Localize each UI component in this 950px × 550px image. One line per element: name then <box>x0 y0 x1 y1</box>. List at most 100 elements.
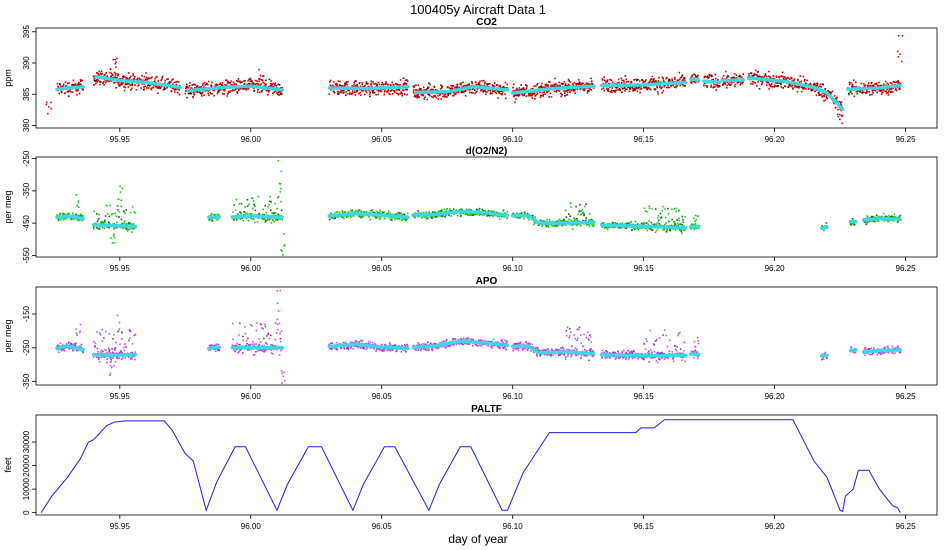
data-point <box>339 90 342 92</box>
data-point <box>850 82 852 84</box>
data-point <box>256 91 259 93</box>
data-point <box>263 218 265 220</box>
data-point <box>452 208 455 210</box>
data-point <box>262 75 264 78</box>
data-point <box>853 79 855 81</box>
data-point <box>472 92 474 94</box>
data-point <box>652 80 655 83</box>
data-point <box>115 352 118 355</box>
data-point <box>603 76 605 79</box>
data-point <box>718 85 721 87</box>
data-point <box>362 85 364 88</box>
smoothed-line <box>327 211 410 220</box>
data-point <box>561 83 564 85</box>
data-point <box>211 220 214 222</box>
data-point <box>682 221 684 223</box>
data-point <box>638 86 640 89</box>
data-point <box>638 80 641 82</box>
data-point <box>558 81 560 84</box>
data-point <box>344 342 347 344</box>
data-point <box>62 213 64 216</box>
data-point <box>489 93 492 95</box>
data-point <box>81 219 84 222</box>
data-point <box>277 328 279 331</box>
data-point <box>572 228 574 230</box>
data-point <box>542 93 545 96</box>
data-point <box>493 210 495 213</box>
data-point <box>866 215 868 217</box>
data-point <box>471 80 473 83</box>
data-point <box>837 115 840 118</box>
data-point <box>625 78 628 81</box>
data-point <box>150 77 152 80</box>
data-point <box>328 347 331 350</box>
x-tick-label: 96.05 <box>372 264 393 273</box>
data-point <box>671 208 673 210</box>
data-point <box>684 84 687 87</box>
data-point <box>822 83 824 86</box>
data-point <box>146 79 149 81</box>
data-point <box>584 88 586 90</box>
y-tick-label: -550 <box>22 247 31 264</box>
data-point <box>58 213 61 216</box>
data-point <box>225 84 228 86</box>
data-point <box>267 333 270 335</box>
data-point <box>801 90 803 93</box>
data-point <box>328 343 331 346</box>
data-point <box>451 85 454 87</box>
data-point <box>377 81 380 84</box>
data-point <box>395 213 397 216</box>
data-point <box>588 83 591 86</box>
data-point <box>568 88 571 91</box>
data-point <box>878 215 880 218</box>
data-point <box>68 82 70 84</box>
data-point <box>166 86 168 89</box>
data-point <box>711 75 713 78</box>
data-point <box>460 91 463 94</box>
data-point <box>682 79 684 81</box>
data-point <box>48 106 50 108</box>
y-tick-label: -450 <box>22 215 31 232</box>
data-point <box>266 89 269 92</box>
data-point <box>466 85 468 87</box>
data-point <box>871 90 874 92</box>
data-point <box>794 86 796 88</box>
data-point <box>281 218 283 221</box>
data-point <box>257 350 259 352</box>
data-point <box>79 346 82 348</box>
data-point <box>272 92 274 94</box>
data-point <box>585 217 588 219</box>
data-point <box>57 219 60 222</box>
data-point <box>149 84 152 86</box>
data-point <box>421 94 423 96</box>
data-point <box>578 81 581 83</box>
data-point <box>445 95 447 98</box>
data-point <box>801 86 804 89</box>
data-point <box>866 221 869 224</box>
data-point <box>115 87 117 89</box>
data-point <box>579 224 582 227</box>
data-point <box>522 94 524 97</box>
data-point <box>568 219 571 221</box>
data-point <box>401 89 404 91</box>
data-point <box>603 89 606 92</box>
data-point <box>113 233 115 235</box>
data-point <box>439 210 442 212</box>
data-point <box>401 92 403 95</box>
smoothed-line <box>91 222 138 229</box>
data-point <box>336 348 338 351</box>
data-point <box>727 83 730 85</box>
data-point <box>223 89 226 92</box>
data-point <box>694 222 697 225</box>
data-point <box>132 73 134 75</box>
data-point <box>622 87 624 90</box>
data-point <box>279 191 281 193</box>
data-point <box>235 79 238 82</box>
data-point <box>103 222 105 224</box>
data-point <box>484 81 487 83</box>
data-point <box>158 86 161 88</box>
data-point <box>218 90 220 93</box>
data-point <box>260 83 262 85</box>
data-point <box>370 209 372 212</box>
data-point <box>840 109 842 112</box>
